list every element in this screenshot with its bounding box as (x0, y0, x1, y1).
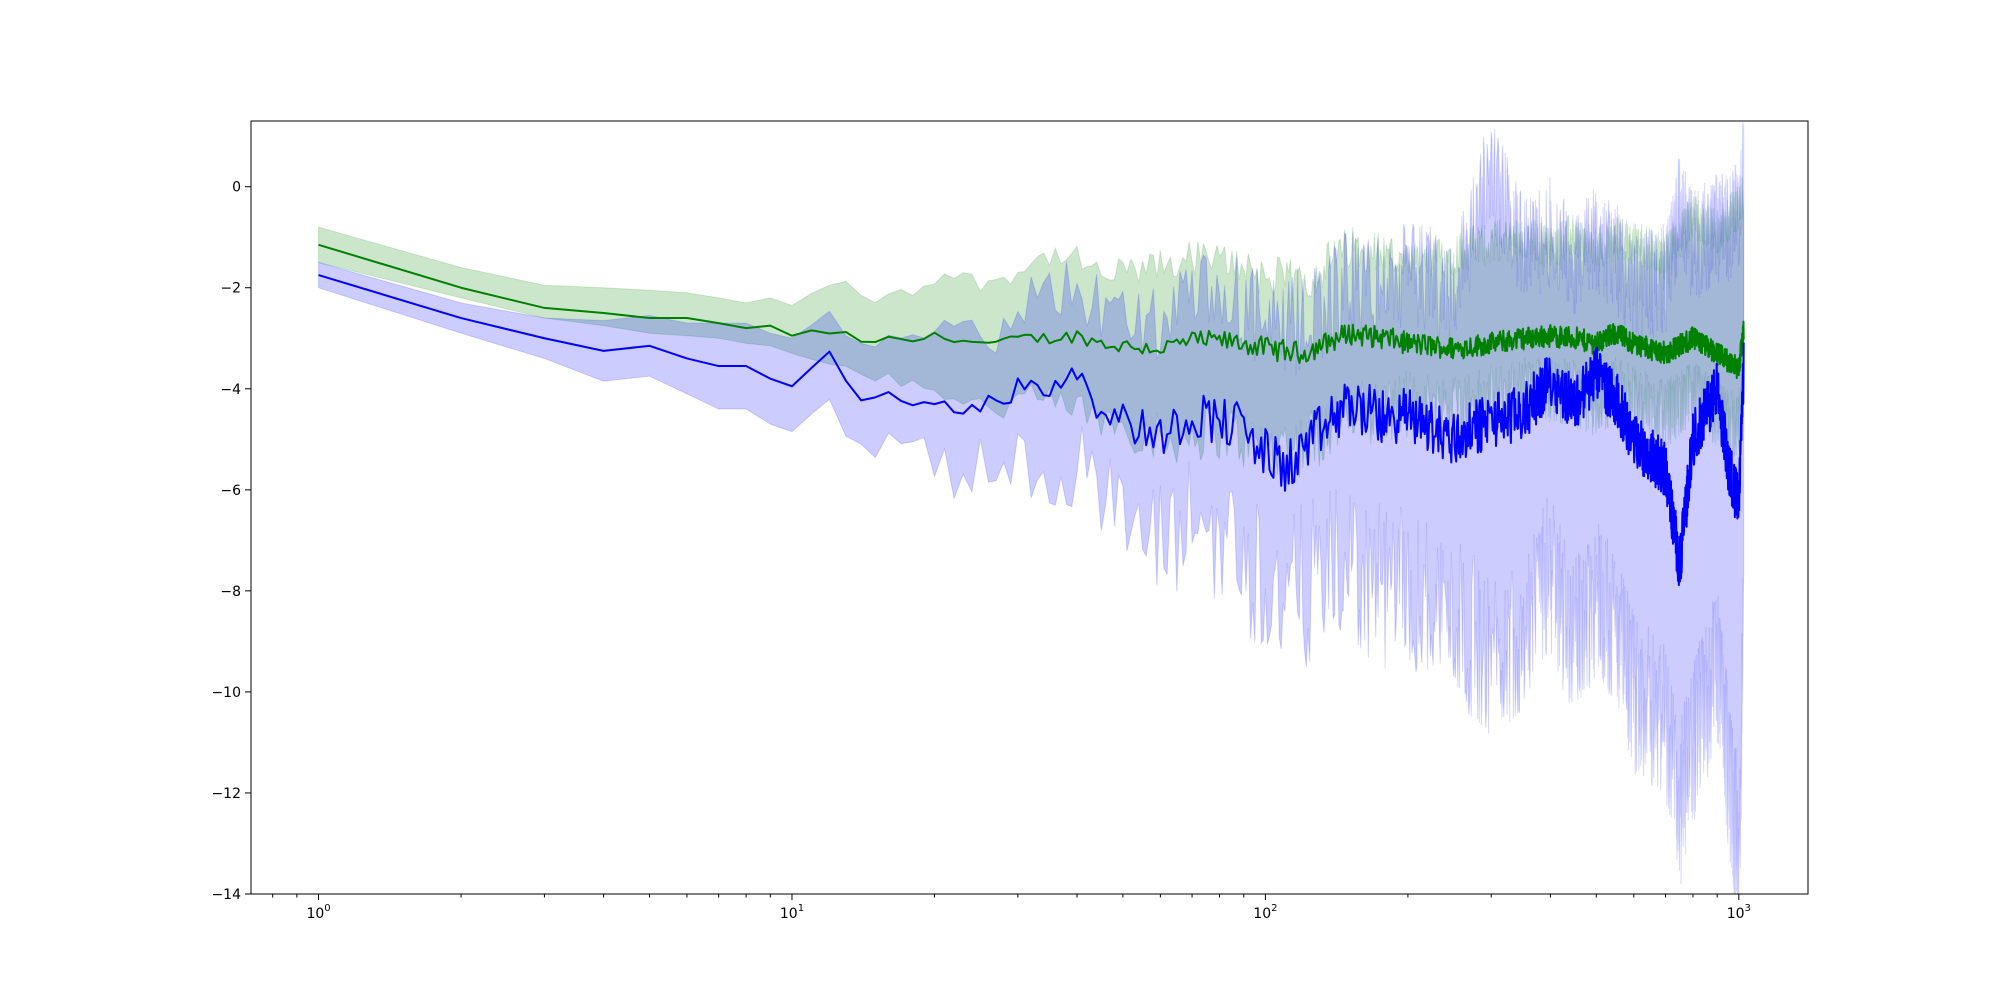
x-tick-label: 101 (780, 903, 804, 922)
y-axis: 0 −2 −4 −6 −8 −10 −12 −14 (211, 180, 251, 903)
y-tick-label: −14 (211, 887, 241, 903)
y-tick-label: −4 (220, 382, 241, 398)
x-tick-label: 102 (1253, 903, 1277, 922)
y-tick-label: 0 (232, 180, 241, 196)
y-tick-label: −6 (220, 483, 241, 499)
series-0-line (318, 243, 1745, 380)
x-tick-label: 103 (1727, 903, 1751, 922)
y-tick-label: −8 (220, 584, 241, 600)
series-1-line (318, 274, 1745, 587)
series-lines (318, 243, 1745, 587)
series-1-band (318, 121, 1745, 894)
y-tick-label: −2 (220, 281, 241, 297)
plot-frame (250, 120, 1809, 895)
x-axis: 100 101 102 103 (272, 894, 1751, 922)
x-tick-label: 100 (306, 903, 330, 922)
y-tick-label: −12 (211, 786, 241, 802)
y-tick-label: −10 (211, 685, 241, 701)
